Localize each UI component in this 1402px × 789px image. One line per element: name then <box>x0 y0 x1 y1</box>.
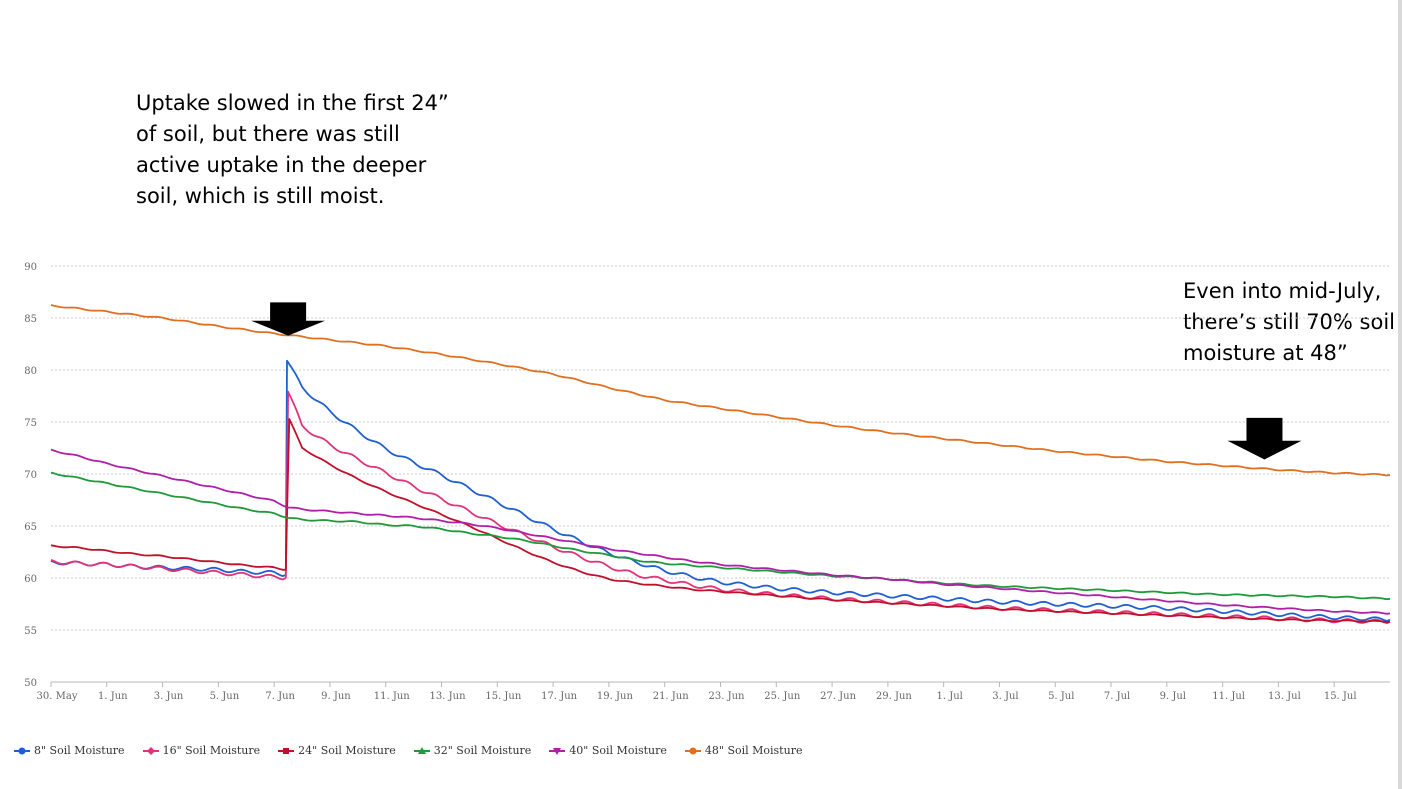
y-tick-label: 70 <box>24 470 37 481</box>
x-tick-label: 13. Jun <box>430 691 467 702</box>
x-tick-label: 17. Jun <box>541 691 578 702</box>
y-tick-label: 90 <box>24 262 37 273</box>
chart-legend: 8" Soil Moisture 16" Soil Moisture 24" Soi… <box>14 744 802 757</box>
y-tick-label: 50 <box>24 678 37 689</box>
legend-item[interactable]: 16" Soil Moisture <box>142 744 261 757</box>
y-tick-label: 65 <box>24 522 37 533</box>
x-tick-label: 25. Jun <box>764 691 801 702</box>
annotation-right-line: moisture at 48” <box>1183 341 1348 365</box>
x-tick-label: 27. Jun <box>820 691 857 702</box>
series-line <box>50 390 1391 625</box>
legend-marker-icon <box>549 747 566 755</box>
x-tick-label: 23. Jun <box>709 691 746 702</box>
legend-label: 16" Soil Moisture <box>162 744 261 757</box>
legend-label: 8" Soil Moisture <box>34 744 125 757</box>
legend-marker-icon <box>684 747 701 754</box>
x-tick-label: 5. Jun <box>210 691 240 702</box>
legend-marker-icon <box>413 746 430 754</box>
annotation-left-line: of soil, but there was still <box>136 122 400 146</box>
series-line <box>50 304 1391 477</box>
y-tick-label: 85 <box>24 314 37 325</box>
annotation-left-line: active uptake in the deeper <box>136 153 427 177</box>
x-tick-label: 1. Jun <box>98 691 128 702</box>
annotation-right-line: Even into mid-July, <box>1183 279 1382 303</box>
legend-item[interactable]: 48" Soil Moisture <box>684 744 803 757</box>
y-tick-label: 75 <box>24 418 37 429</box>
y-tick-label: 55 <box>24 626 37 637</box>
y-tick-label: 80 <box>24 366 37 377</box>
legend-label: 40" Soil Moisture <box>569 744 667 757</box>
legend-marker-icon <box>278 747 295 754</box>
y-tick-label: 60 <box>24 574 37 585</box>
x-tick-label: 15. Jul <box>1324 691 1357 702</box>
down-arrow <box>1227 417 1302 460</box>
x-tick-label: 7. Jul <box>1104 691 1130 702</box>
x-tick-label: 7. Jun <box>265 691 295 702</box>
annotation-left-line: soil, which is still moist. <box>136 184 385 208</box>
x-tick-label: 13. Jul <box>1268 691 1301 702</box>
legend-item[interactable]: 8" Soil Moisture <box>14 744 125 757</box>
x-tick-label: 5. Jul <box>1048 691 1074 702</box>
legend-marker-icon <box>142 746 159 755</box>
legend-item[interactable]: 32" Soil Moisture <box>413 744 532 757</box>
x-tick-label: 3. Jul <box>992 691 1018 702</box>
legend-item[interactable]: 24" Soil Moisture <box>278 744 396 757</box>
legend-label: 24" Soil Moisture <box>298 744 396 757</box>
legend-item[interactable]: 40" Soil Moisture <box>549 744 667 757</box>
x-tick-label: 1. Jul <box>936 691 962 702</box>
x-tick-label: 29. Jun <box>876 691 913 702</box>
x-tick-label: 3. Jun <box>154 691 184 702</box>
right-edge-divider <box>1398 0 1402 789</box>
legend-label: 32" Soil Moisture <box>433 744 532 757</box>
series-line <box>50 359 1391 622</box>
x-tick-label: 15. Jun <box>485 691 522 702</box>
annotation-right: Even into mid-July, there’s still 70% so… <box>1183 276 1395 369</box>
x-tick-label: 21. Jun <box>653 691 690 702</box>
down-arrow <box>251 302 326 336</box>
x-tick-label: 9. Jul <box>1160 691 1186 702</box>
series-line <box>50 418 1391 624</box>
legend-label: 48" Soil Moisture <box>704 744 803 757</box>
annotation-left: Uptake slowed in the first 24” of soil, … <box>136 88 449 212</box>
x-tick-label: 11. Jun <box>374 691 411 702</box>
x-tick-label: 11. Jul <box>1212 691 1245 702</box>
x-tick-label: 30. May <box>37 691 78 702</box>
annotation-left-line: Uptake slowed in the first 24” <box>136 91 449 115</box>
annotation-right-line: there’s still 70% soil <box>1183 310 1396 334</box>
x-tick-label: 9. Jun <box>321 691 351 702</box>
series-line <box>50 471 1391 601</box>
legend-marker-icon <box>14 747 30 754</box>
x-tick-label: 19. Jun <box>597 691 634 702</box>
series-line <box>50 448 1391 615</box>
